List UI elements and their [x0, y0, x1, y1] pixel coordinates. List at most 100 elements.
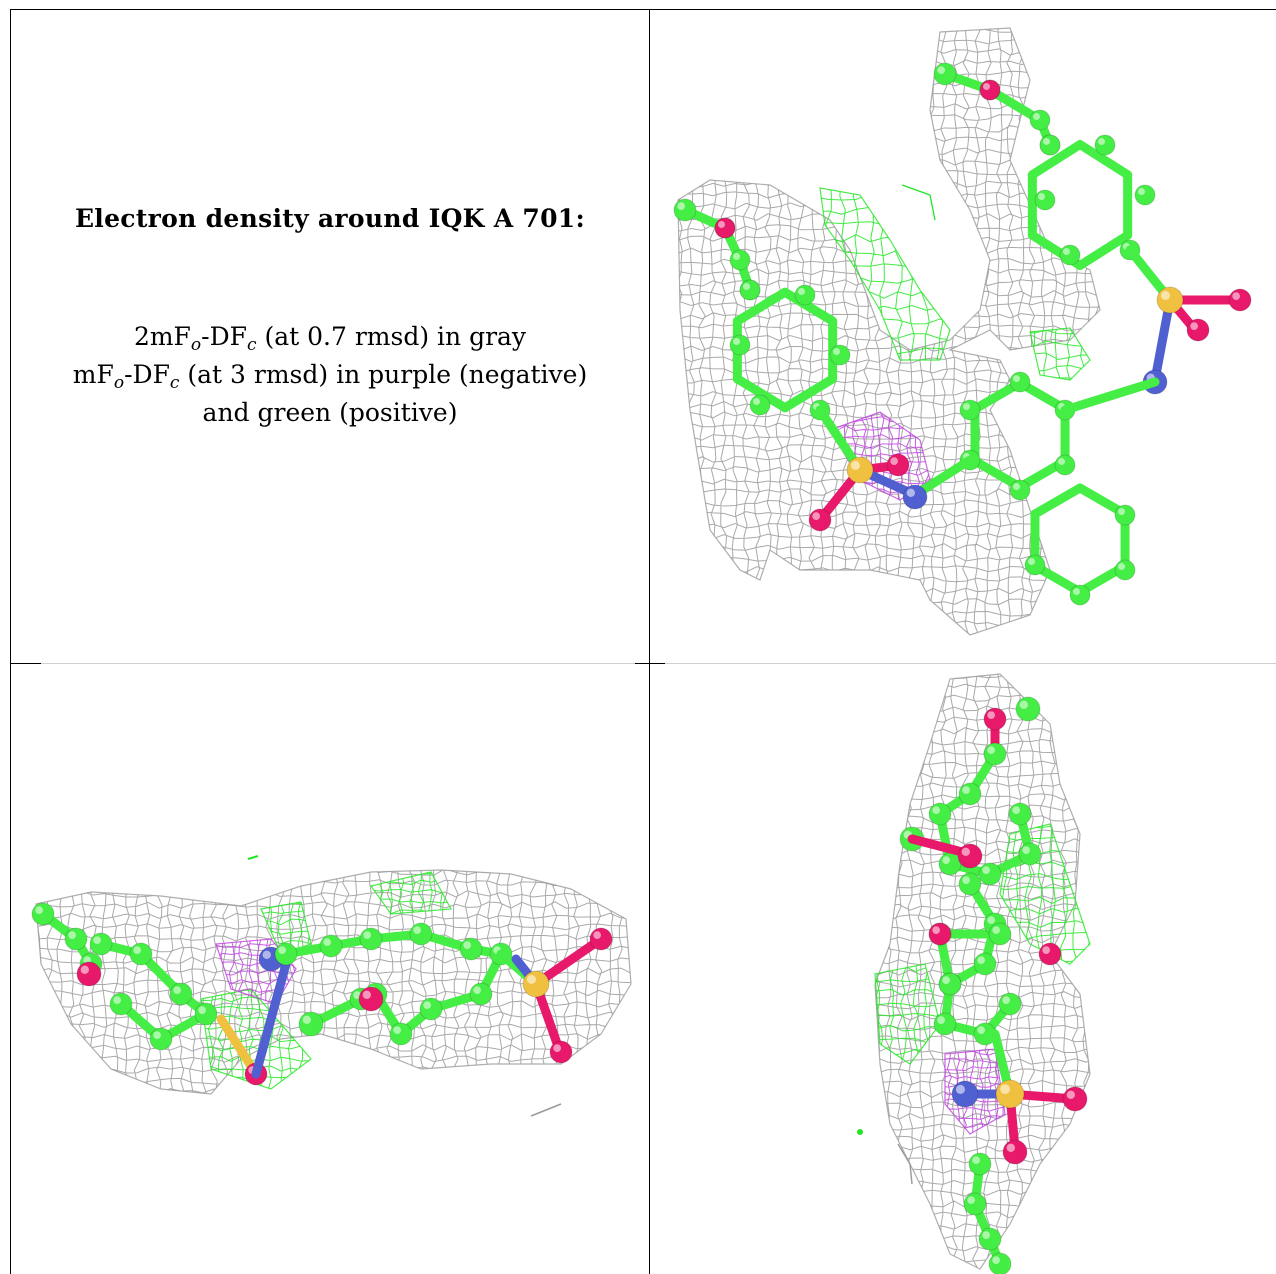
- carbon-atom-highlight: [753, 398, 760, 405]
- carbon-chain-atom-highlight: [413, 926, 421, 934]
- carbon-chain-atom-highlight: [1002, 996, 1010, 1004]
- positive-mesh-outline: [369, 871, 452, 915]
- carbon-chain-atom-highlight: [113, 996, 121, 1004]
- carbon-bond: [910, 455, 975, 500]
- carbon-chain-atom: [389, 1022, 413, 1046]
- carbon-chain-atom-highlight: [133, 946, 141, 954]
- density-mesh-2fofc-outline: [35, 869, 632, 1095]
- legend-line-2fofc: 2mFo-DFc (at 0.7 rmsd) in gray: [11, 318, 649, 356]
- legend-subscript: c: [169, 373, 180, 393]
- carbon-chain-atom-highlight: [93, 936, 101, 944]
- carbon-atom: [1009, 371, 1031, 393]
- oxygen-atom: [714, 217, 736, 239]
- naphthalene-ring-a-bond: [970, 456, 1025, 492]
- positive-mesh: [201, 989, 311, 1089]
- carbon-chain-atom-highlight: [942, 856, 950, 864]
- sulfur-atom-highlight: [850, 460, 860, 471]
- carbon-atom-highlight: [302, 1015, 311, 1024]
- carbon-chain-atom: [968, 1152, 992, 1176]
- oxygen-atom-highlight: [812, 512, 820, 520]
- carbon-atom-highlight: [1019, 700, 1028, 709]
- carbon-chain-atom-highlight: [363, 931, 371, 939]
- carbon-chain-atom-highlight: [932, 806, 940, 814]
- carbon-chain-atom: [928, 802, 952, 826]
- oxygen-atom: [979, 79, 1001, 101]
- legend-text: -DF: [124, 360, 170, 389]
- carbon-chain-atom-highlight: [982, 866, 990, 874]
- legend-text: -DF: [201, 322, 247, 351]
- phenyl-ring-left-bond: [780, 374, 838, 413]
- carbon-chain-atom-highlight: [1012, 806, 1020, 814]
- oxygen-atom-highlight: [718, 221, 725, 228]
- oxygen-atom: [1228, 288, 1252, 312]
- molecule-render-top-right: [673, 27, 1252, 636]
- carbon-chain-atom-highlight: [68, 931, 76, 939]
- carbon-chain-atom: [359, 927, 383, 951]
- carbon-chain-atom: [194, 1002, 218, 1026]
- carbon-atom: [1034, 189, 1056, 211]
- negative-mesh-outline: [215, 938, 297, 1005]
- carbon-chain-atom-highlight: [987, 746, 995, 754]
- carbon-chain-atom: [983, 742, 1007, 766]
- carbon-chain-atom-highlight: [962, 876, 970, 884]
- sulfur-atom: [522, 970, 550, 998]
- legend-text: (at 0.7 rmsd) in gray: [256, 322, 527, 351]
- sulfur-atom-highlight: [1160, 290, 1170, 301]
- carbon-chain-atom-highlight: [962, 786, 970, 794]
- carbon-atom: [1059, 244, 1081, 266]
- map-legend: 2mFo-DFc (at 0.7 rmsd) in gray mFo-DFc (…: [11, 318, 649, 432]
- caption-panel: Electron density around IQK A 701: 2mFo-…: [11, 10, 649, 662]
- carbon-chain-atom: [958, 872, 982, 896]
- carbon-chain-atom: [31, 902, 55, 926]
- carbon-chain-atom: [978, 862, 1002, 886]
- carbon-chain-atom-highlight: [173, 986, 181, 994]
- carbon-chain-atom-highlight: [35, 906, 43, 914]
- carbon-chain-atom-highlight: [473, 986, 481, 994]
- legend-text: mF: [72, 360, 114, 389]
- carbon-chain-atom-highlight: [393, 1026, 401, 1034]
- carbon-atom-highlight: [677, 202, 685, 210]
- oxygen-atom: [808, 508, 832, 532]
- positive-mesh: [1030, 328, 1090, 380]
- carbon-atom-highlight: [1013, 483, 1020, 490]
- positive-mesh-outline: [819, 187, 951, 361]
- oxygen-atom: [886, 453, 910, 477]
- carbon-chain-atom: [409, 922, 433, 946]
- carbon-atom-highlight: [833, 348, 840, 355]
- carbon-atom: [739, 279, 761, 301]
- carbon-atom: [1114, 504, 1136, 526]
- oxygen-atom-highlight: [1006, 1143, 1015, 1152]
- grid-middle-tick-center: [635, 663, 665, 664]
- oxygen-atom-highlight: [1190, 322, 1198, 330]
- oxygen-atom: [1038, 942, 1062, 966]
- carbon-chain-atom: [978, 1227, 1002, 1251]
- carbon-atom: [1024, 554, 1046, 576]
- carbon-chain-atom: [129, 942, 153, 966]
- oxygen-atom-highlight: [553, 1044, 562, 1052]
- density-view-bottom-right: [650, 664, 1276, 1274]
- carbon-atom-highlight: [1013, 375, 1020, 382]
- oxygen-bond: [531, 934, 606, 989]
- oxygen-atom-highlight: [1066, 1090, 1075, 1099]
- legend-line-colors: and green (positive): [202, 398, 458, 427]
- carbon-atom: [1134, 184, 1156, 206]
- phenyl-ring-upper-bond: [1075, 230, 1133, 270]
- carbon-chain-atom-highlight: [1033, 113, 1040, 120]
- density-mesh-2fofc-lines: [678, 28, 1100, 635]
- carbon-chain-atom: [319, 934, 343, 958]
- legend-text: (at 3 rmsd) in purple (negative): [179, 360, 588, 389]
- carbon-atom-highlight: [1043, 138, 1050, 145]
- carbon-chain-atom-highlight: [982, 1231, 990, 1239]
- carbon-chain-atom: [169, 982, 193, 1006]
- carbon-atom: [673, 198, 697, 222]
- carbon-atom: [933, 62, 957, 86]
- legend-line-fofc: mFo-DFc (at 3 rmsd) in purple (negative): [11, 356, 649, 394]
- grid-center-rule: [649, 9, 650, 1274]
- carbon-chain-atom-highlight: [423, 1001, 431, 1009]
- carbon-atom-highlight: [1118, 563, 1125, 570]
- legend-subscript: o: [113, 373, 125, 393]
- positive-mesh-outline: [999, 823, 1091, 965]
- carbon-chain-atom: [938, 972, 962, 996]
- oxygen-atom-highlight: [1042, 946, 1050, 954]
- carbon-chain-atom-highlight: [942, 976, 950, 984]
